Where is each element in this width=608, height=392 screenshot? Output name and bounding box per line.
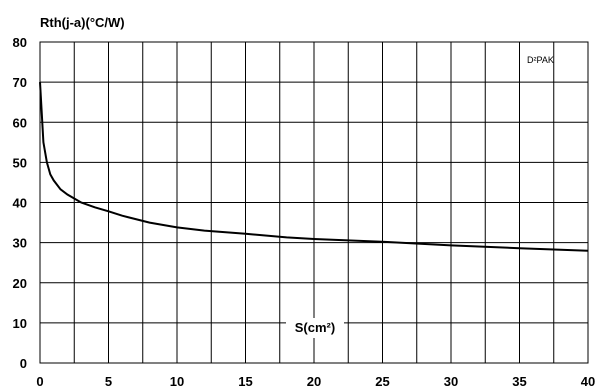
y-tick-label: 20 <box>13 276 27 291</box>
x-tick-label: 25 <box>375 374 389 389</box>
y-tick-label: 70 <box>13 75 27 90</box>
y-axis-title: Rth(j-a)(°C/W) <box>40 15 125 30</box>
x-tick-labels: 0 5 10 15 20 25 30 35 40 <box>36 374 595 389</box>
y-tick-label: 80 <box>13 35 27 50</box>
x-tick-label: 5 <box>105 374 112 389</box>
y-tick-label: 10 <box>13 316 27 331</box>
y-tick-label: 40 <box>13 196 27 211</box>
y-tick-label: 0 <box>20 356 27 371</box>
y-tick-label: 50 <box>13 155 27 170</box>
plot-frame <box>39 41 589 364</box>
x-axis-title-background <box>286 318 344 338</box>
x-tick-label: 35 <box>512 374 526 389</box>
y-tick-label: 60 <box>13 115 27 130</box>
x-tick-label: 20 <box>307 374 321 389</box>
y-tick-labels: 0 10 20 30 40 50 60 70 80 <box>13 35 27 371</box>
x-tick-label: 40 <box>581 374 595 389</box>
x-tick-label: 0 <box>36 374 43 389</box>
x-tick-label: 30 <box>444 374 458 389</box>
series-line <box>39 82 589 252</box>
x-tick-label: 10 <box>170 374 184 389</box>
y-tick-label: 30 <box>13 236 27 251</box>
x-tick-label: 15 <box>238 374 252 389</box>
grid-lines <box>39 41 589 364</box>
package-annotation: D²PAK <box>527 55 554 65</box>
x-axis-title: S(cm²) <box>295 320 335 335</box>
